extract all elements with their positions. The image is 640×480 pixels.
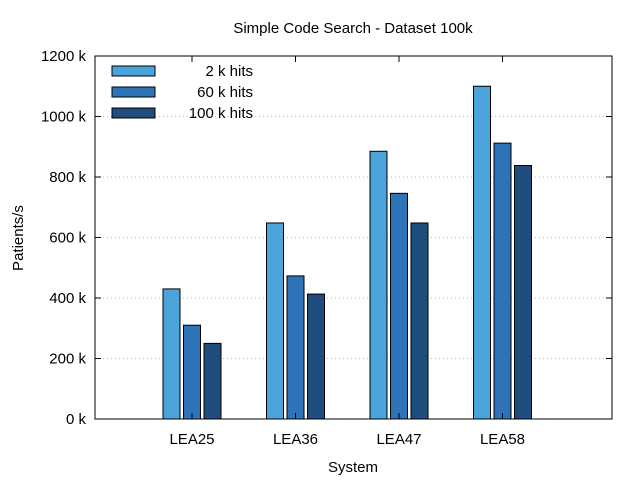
legend-swatch bbox=[111, 65, 156, 77]
axis-ticks bbox=[95, 55, 612, 420]
y-tick-label: 1000 k bbox=[41, 109, 87, 126]
bar-lea47-series-1 bbox=[369, 150, 388, 420]
y-tick-label: 200 k bbox=[49, 351, 86, 368]
legend-label: 2 k hits bbox=[205, 63, 253, 80]
bar-lea58-series-2 bbox=[493, 142, 512, 420]
y-axis-label: Patients/s bbox=[10, 205, 27, 271]
bar-lea36-series-1 bbox=[266, 222, 284, 420]
y-tick-label: 400 k bbox=[49, 290, 86, 307]
x-tick-label: LEA25 bbox=[169, 431, 214, 448]
legend: 2 k hits 60 k hits 100 k hits bbox=[111, 63, 253, 122]
bar-lea25-series-1 bbox=[162, 288, 181, 420]
bar-lea58-series-1 bbox=[473, 85, 491, 420]
x-axis-label: System bbox=[328, 459, 378, 476]
x-tick-label: LEA58 bbox=[480, 431, 525, 448]
y-tick-label: 600 k bbox=[49, 230, 86, 247]
bar-lea47-series-3 bbox=[410, 222, 429, 420]
bar-lea25-series-3 bbox=[203, 342, 222, 420]
legend-label: 60 k hits bbox=[197, 84, 253, 101]
x-tick-labels: LEA25 LEA36 LEA47 LEA58 bbox=[169, 431, 525, 448]
bar-lea25-series-2 bbox=[183, 324, 201, 420]
x-tick-label: LEA47 bbox=[376, 431, 421, 448]
legend-swatch bbox=[111, 86, 156, 98]
x-tick-label: LEA36 bbox=[273, 431, 318, 448]
bar-lea36-series-3 bbox=[307, 293, 325, 420]
y-tick-label: 0 k bbox=[66, 411, 87, 428]
bars bbox=[162, 85, 532, 420]
legend-label: 100 k hits bbox=[189, 105, 253, 122]
legend-swatch bbox=[111, 107, 156, 119]
y-tick-label: 800 k bbox=[49, 169, 86, 186]
bar-lea47-series-2 bbox=[390, 192, 408, 420]
bar-lea58-series-3 bbox=[514, 165, 532, 420]
y-tick-label: 1200 k bbox=[41, 48, 87, 65]
chart-title: Simple Code Search - Dataset 100k bbox=[233, 20, 473, 37]
y-tick-labels: 0 k 200 k 400 k 600 k 800 k 1000 k 1200 k bbox=[41, 48, 87, 428]
bar-lea36-series-2 bbox=[286, 275, 305, 420]
